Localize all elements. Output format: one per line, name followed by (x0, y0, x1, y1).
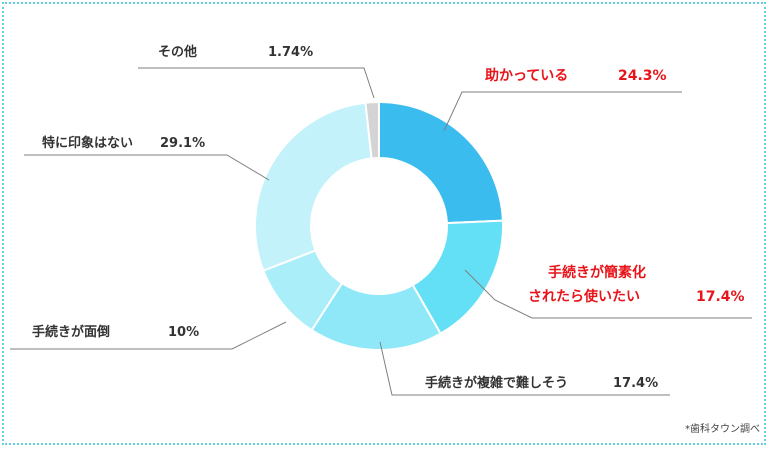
slice-label: 助かっている (485, 67, 568, 84)
slice-label: その他 (158, 44, 197, 60)
leader-lines (10, 67, 752, 396)
chart-frame (2, 2, 766, 445)
leader-line (379, 341, 670, 396)
donut-slice (364, 100, 380, 160)
slice-label: 手続きが複雑で難しそう (425, 375, 568, 391)
slice-label: 手続きが面倒 (32, 324, 110, 340)
donut-slice (254, 101, 373, 272)
slice-value-label: 24.3% (618, 68, 667, 84)
slice-value-label: 1.74% (268, 45, 313, 60)
slice-value-label: 10% (168, 325, 199, 340)
leader-line (464, 269, 752, 319)
slice-value-label: 17.4% (696, 289, 745, 305)
leader-line (10, 321, 287, 350)
slice-label: 特に印象はない (42, 135, 133, 151)
donut-slice (378, 100, 504, 225)
slice-value-label: 29.1% (160, 136, 205, 151)
source-note: *歯科タウン調べ (685, 424, 760, 435)
leader-line (24, 154, 270, 181)
slice-value-label: 17.4% (613, 376, 658, 391)
slice-label: 手続きが簡素化 (548, 264, 646, 281)
leader-line (138, 67, 375, 99)
slice-label-line2: されたら使いたい (528, 288, 640, 305)
leader-line (443, 91, 682, 132)
donut-slices (254, 100, 504, 351)
